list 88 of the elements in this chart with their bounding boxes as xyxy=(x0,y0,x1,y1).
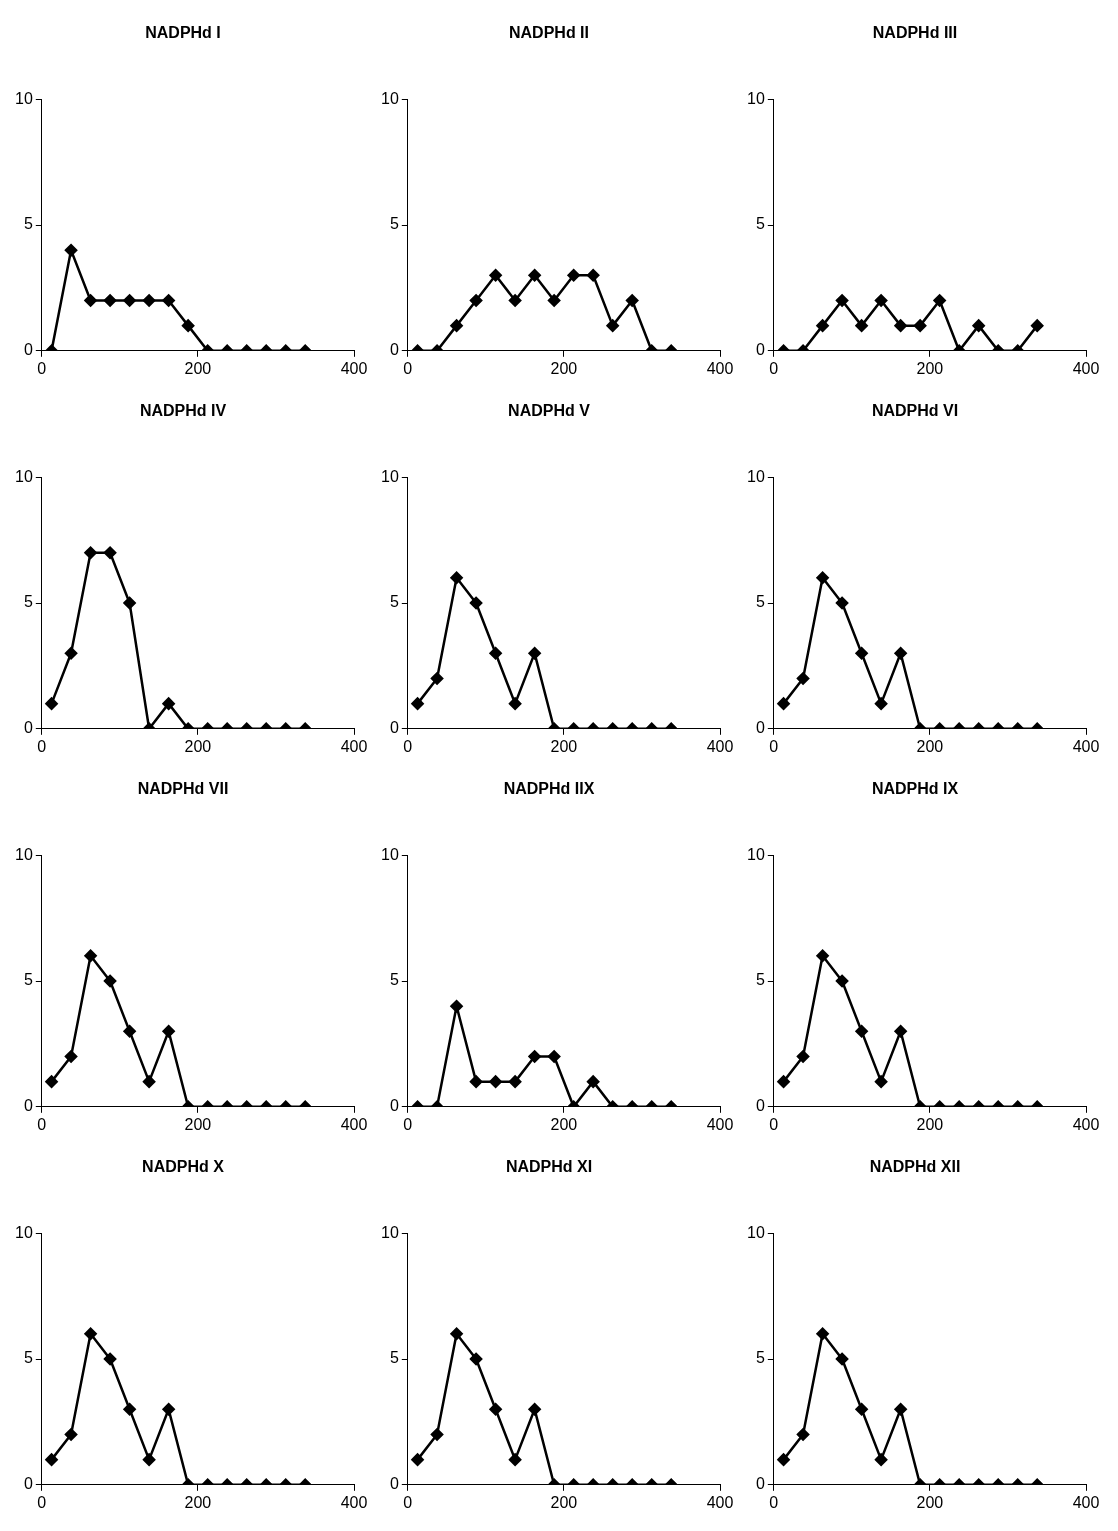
point xyxy=(103,546,117,559)
x-tick-label: 0 xyxy=(403,359,413,377)
x-tick-label: 200 xyxy=(550,1493,578,1511)
x-tick-label: 400 xyxy=(706,737,734,755)
y-tick-label: 10 xyxy=(747,89,765,107)
x-tick-label: 200 xyxy=(184,1493,212,1511)
chart-title: NADPHd V xyxy=(508,402,591,420)
chart-title: NADPHd VII xyxy=(137,780,229,798)
y-tick-label: 5 xyxy=(23,593,33,611)
y-tick-label: 10 xyxy=(747,1223,765,1241)
x-tick-label: 400 xyxy=(706,1115,734,1133)
x-tick-label: 400 xyxy=(706,1493,734,1511)
y-tick-label: 0 xyxy=(389,1475,399,1493)
x-tick-label: 0 xyxy=(403,1115,413,1133)
x-tick-label: 200 xyxy=(916,737,944,755)
x-tick-label: 0 xyxy=(769,359,779,377)
x-tick-label: 200 xyxy=(916,1493,944,1511)
chart-title: NADPHd XI xyxy=(505,1158,593,1176)
chart-title: NADPHd X xyxy=(142,1158,225,1176)
y-tick-label: 0 xyxy=(389,719,399,737)
y-tick-label: 10 xyxy=(15,89,33,107)
y-tick-label: 0 xyxy=(23,1097,33,1115)
x-tick-label: 400 xyxy=(1072,1493,1100,1511)
y-tick-label: 10 xyxy=(15,467,33,485)
y-tick-label: 5 xyxy=(389,1349,399,1367)
y-tick-label: 5 xyxy=(389,215,399,233)
y-tick-label: 10 xyxy=(747,845,765,863)
point xyxy=(123,596,136,610)
y-tick-label: 10 xyxy=(15,845,33,863)
y-tick-label: 0 xyxy=(23,719,33,737)
x-tick-label: 200 xyxy=(550,359,578,377)
y-tick-label: 10 xyxy=(381,467,399,485)
chart-title: NADPHd III xyxy=(872,24,958,42)
y-tick-label: 5 xyxy=(755,971,765,989)
point xyxy=(64,647,78,660)
y-tick-label: 10 xyxy=(381,845,399,863)
x-tick-label: 400 xyxy=(1072,1115,1100,1133)
x-tick-label: 0 xyxy=(37,737,47,755)
x-tick-label: 0 xyxy=(769,737,779,755)
y-tick-label: 5 xyxy=(389,971,399,989)
y-tick-label: 0 xyxy=(389,1097,399,1115)
y-tick-label: 5 xyxy=(23,1349,33,1367)
x-tick-label: 400 xyxy=(1072,359,1100,377)
y-tick-label: 0 xyxy=(755,719,765,737)
y-tick-label: 0 xyxy=(755,1475,765,1493)
y-tick-label: 5 xyxy=(755,215,765,233)
chart-title: NADPHd IIX xyxy=(503,780,595,798)
chart-title: NADPHd VI xyxy=(871,402,959,420)
x-tick-label: 400 xyxy=(1072,737,1100,755)
x-tick-label: 200 xyxy=(916,1115,944,1133)
x-tick-label: 200 xyxy=(550,737,578,755)
chart-title: NADPHd XII xyxy=(869,1158,961,1176)
y-tick-label: 0 xyxy=(23,1475,33,1493)
x-tick-label: 200 xyxy=(184,1115,212,1133)
chart-title: NADPHd II xyxy=(509,24,589,42)
x-tick-label: 400 xyxy=(340,1115,368,1133)
y-tick-label: 5 xyxy=(755,1349,765,1367)
x-tick-label: 0 xyxy=(769,1493,779,1511)
y-tick-label: 5 xyxy=(389,593,399,611)
x-tick-label: 200 xyxy=(550,1115,578,1133)
x-tick-label: 0 xyxy=(37,1115,47,1133)
y-tick-label: 0 xyxy=(389,341,399,359)
x-tick-label: 200 xyxy=(184,737,212,755)
x-tick-label: 200 xyxy=(916,359,944,377)
x-tick-label: 0 xyxy=(403,1493,413,1511)
y-tick-label: 5 xyxy=(23,215,33,233)
x-tick-label: 0 xyxy=(769,1115,779,1133)
y-tick-label: 10 xyxy=(747,467,765,485)
chart-title: NADPHd IV xyxy=(139,402,227,420)
y-tick-label: 0 xyxy=(23,341,33,359)
y-tick-label: 10 xyxy=(381,89,399,107)
x-tick-label: 0 xyxy=(403,737,413,755)
x-tick-label: 200 xyxy=(184,359,212,377)
y-tick-label: 5 xyxy=(755,593,765,611)
x-tick-label: 0 xyxy=(37,1493,47,1511)
x-tick-label: 400 xyxy=(706,359,734,377)
y-tick-label: 0 xyxy=(755,1097,765,1115)
y-tick-label: 0 xyxy=(755,341,765,359)
y-tick-label: 5 xyxy=(23,971,33,989)
y-tick-label: 10 xyxy=(15,1223,33,1241)
x-tick-label: 400 xyxy=(340,359,368,377)
point xyxy=(84,546,97,559)
x-tick-label: 0 xyxy=(37,359,47,377)
x-tick-label: 400 xyxy=(340,1493,368,1511)
chart-title: NADPHd IX xyxy=(871,780,959,798)
y-tick-label: 10 xyxy=(381,1223,399,1241)
x-tick-label: 400 xyxy=(340,737,368,755)
chart-title: NADPHd I xyxy=(145,24,221,42)
